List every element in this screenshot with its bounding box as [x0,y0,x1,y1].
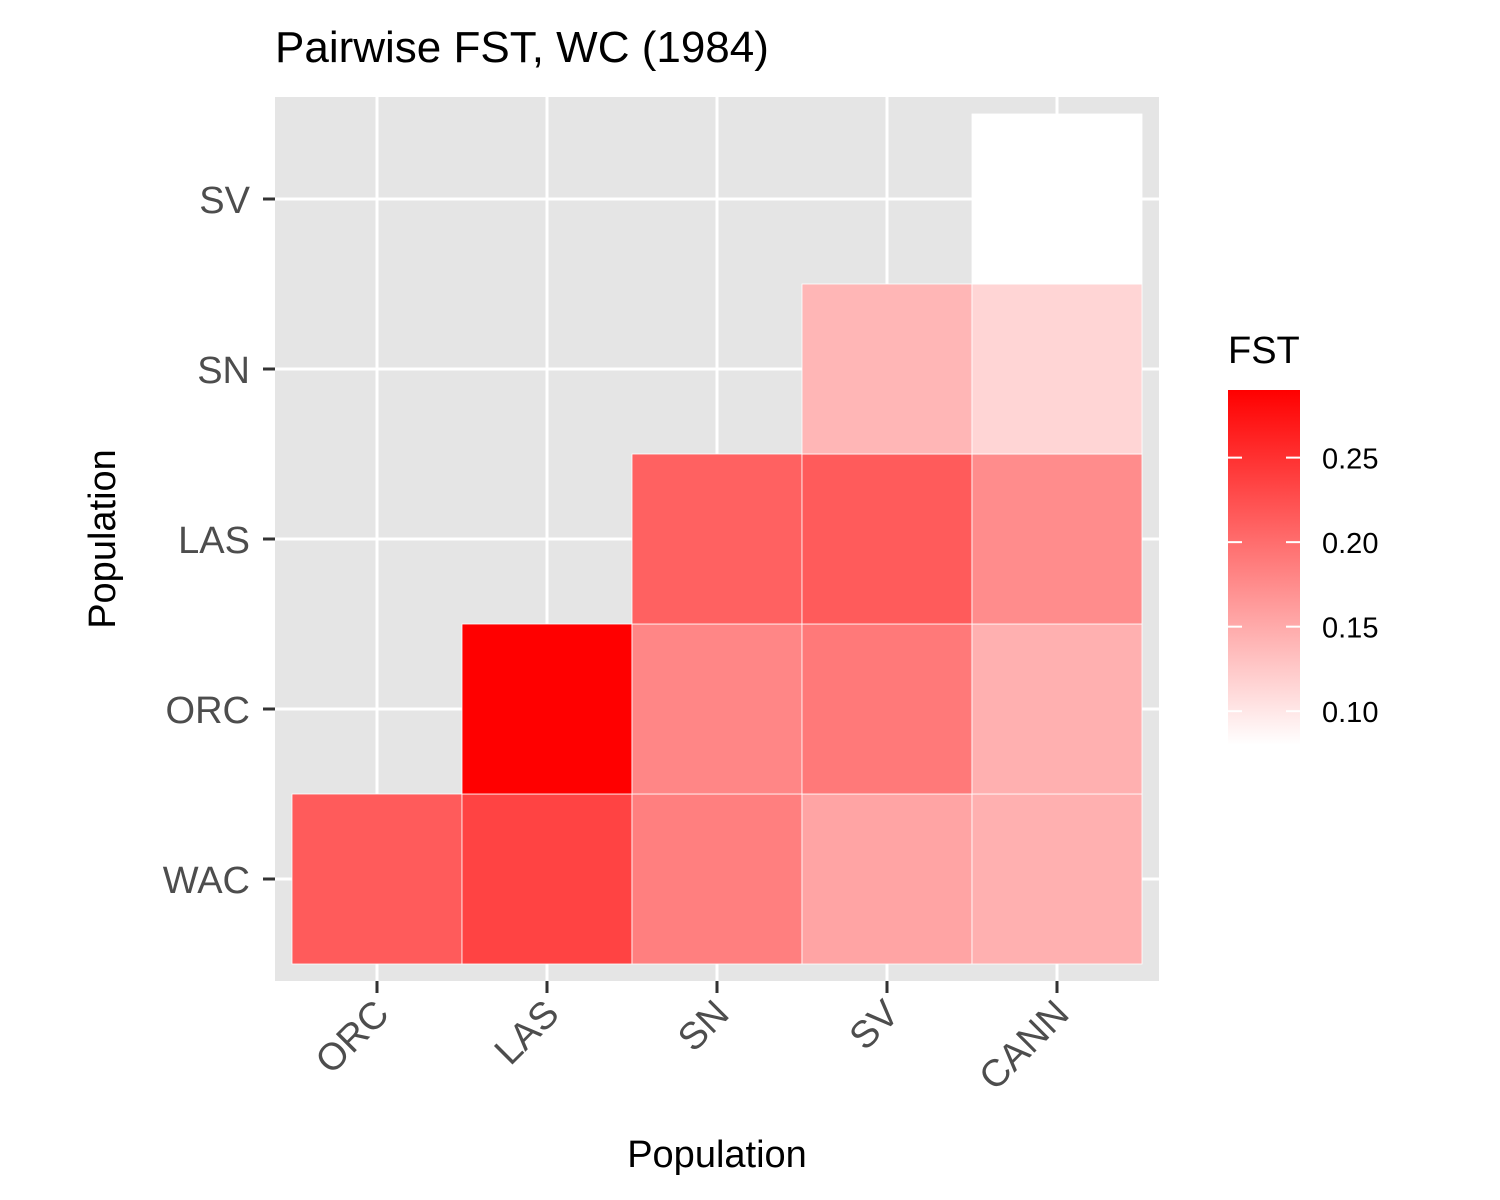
color-legend: FST 0.10 0.15 0.20 0.25 [1228,330,1378,745]
x-tick-label-sn: SN [670,993,737,1060]
heatmap-cell-cann-sn [971,283,1143,455]
heatmap-cells [291,113,1143,965]
legend-tick-label: 0.25 [1322,444,1378,476]
heatmap-cell-sv-las [801,453,973,625]
y-tick-label-las: LAS [178,520,250,562]
y-tick-label-sn: SN [197,350,250,392]
legend-colorbar [1228,390,1300,745]
x-tick-label-las: LAS [487,993,567,1073]
legend-tick-label: 0.20 [1322,528,1378,560]
heatmap-cell-las-orc [461,623,633,795]
heatmap-cell-las-wac [461,793,633,965]
heatmap-cell-cann-wac [971,793,1143,965]
x-tick-label-orc: ORC [308,993,397,1082]
y-axis: WAC ORC LAS SN SV [163,180,275,902]
heatmap-cell-sv-wac [801,793,973,965]
y-tick-label-orc: ORC [166,690,250,732]
x-axis: ORC LAS SN SV CANN [308,981,1077,1099]
y-tick-label-sv: SV [199,180,250,222]
legend-tick-label: 0.15 [1322,613,1378,645]
y-axis-title: Population [82,449,124,629]
x-axis-title: Population [627,1134,807,1176]
legend-tick-label: 0.10 [1322,697,1378,729]
legend-ticks: 0.10 0.15 0.20 0.25 [1228,444,1378,729]
x-tick-label-cann: CANN [972,993,1078,1099]
heatmap-cell-cann-sv [971,113,1143,285]
x-tick-label-sv: SV [842,992,908,1058]
heatmap-cell-cann-las [971,453,1143,625]
y-tick-label-wac: WAC [163,860,250,902]
heatmap-cell-orc-wac [291,793,463,965]
heatmap-cell-sn-orc [631,623,803,795]
heatmap-cell-cann-orc [971,623,1143,795]
heatmap-cell-sn-wac [631,793,803,965]
heatmap-cell-sv-orc [801,623,973,795]
heatmap-cell-sn-las [631,453,803,625]
heatmap-cell-sv-sn [801,283,973,455]
legend-title: FST [1228,330,1300,372]
chart-title: Pairwise FST, WC (1984) [275,23,769,72]
